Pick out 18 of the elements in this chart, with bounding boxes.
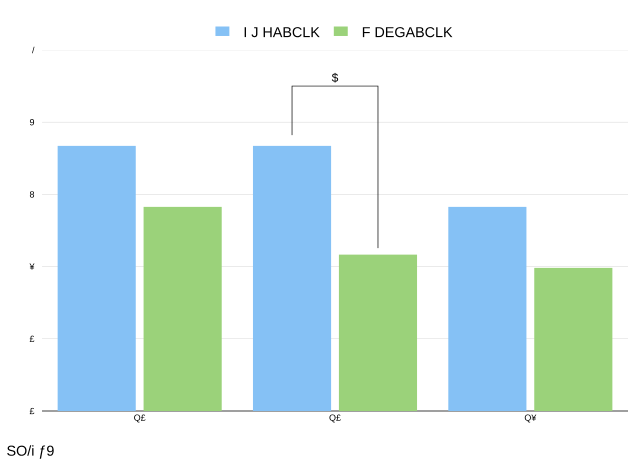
- bar: [58, 146, 136, 411]
- x-tick-label: Q¥: [524, 414, 536, 422]
- legend-label: F DEGABCLK: [362, 27, 452, 38]
- x-tick-label: Q£: [329, 414, 341, 422]
- legend-label: I J HABCLK: [244, 27, 320, 38]
- bar: [338, 254, 418, 411]
- bar: [144, 206, 222, 411]
- text: 9: [30, 119, 34, 126]
- text: $: [332, 72, 338, 83]
- text: /: [32, 46, 34, 54]
- bar: [448, 206, 526, 411]
- x-tick-label: Q£: [134, 414, 146, 422]
- text: £: [30, 408, 34, 414]
- text: 8: [30, 191, 34, 198]
- bar: [534, 268, 612, 411]
- text: £: [30, 336, 34, 342]
- text: SO/i ƒ9: [7, 445, 54, 459]
- text: ¥: [29, 263, 34, 270]
